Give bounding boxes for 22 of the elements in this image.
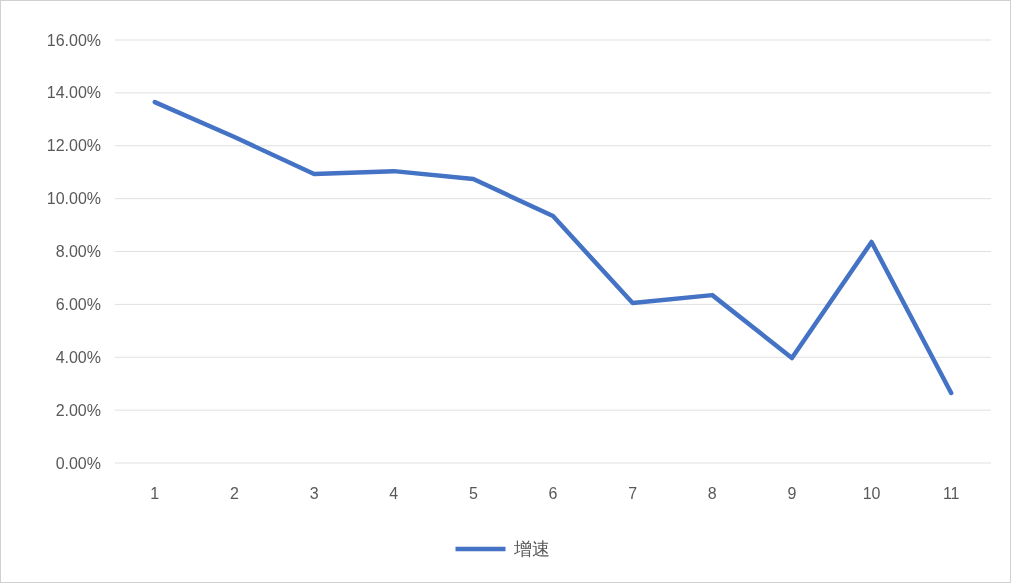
x-tick-label: 2 — [230, 485, 239, 502]
y-tick-label: 8.00% — [55, 243, 101, 261]
line-series — [152, 99, 954, 396]
x-tick-label: 9 — [787, 485, 797, 502]
x-tick-label: 3 — [309, 485, 319, 502]
x-tick-label: 6 — [548, 485, 558, 502]
x-tick-label: 5 — [468, 485, 478, 502]
y-tick-label: 6.00% — [55, 295, 101, 313]
y-tick-label: 2.00% — [55, 401, 101, 419]
y-tick-label: 16.00% — [46, 31, 101, 49]
legend-label: 增速 — [512, 539, 550, 560]
y-tick-label: 14.00% — [46, 84, 101, 102]
y-tick-label: 0.00% — [55, 454, 101, 472]
y-tick-label: 10.00% — [46, 190, 101, 208]
x-tick-label: 7 — [628, 485, 638, 502]
y-tick-label: 4.00% — [55, 348, 101, 366]
y-tick-label: 12.00% — [46, 137, 101, 155]
x-tick-label: 8 — [707, 485, 717, 502]
x-tick-label: 11 — [942, 485, 960, 502]
x-tick-label: 1 — [150, 485, 160, 502]
x-tick-label: 10 — [862, 485, 881, 502]
x-tick-label: 4 — [389, 485, 399, 502]
